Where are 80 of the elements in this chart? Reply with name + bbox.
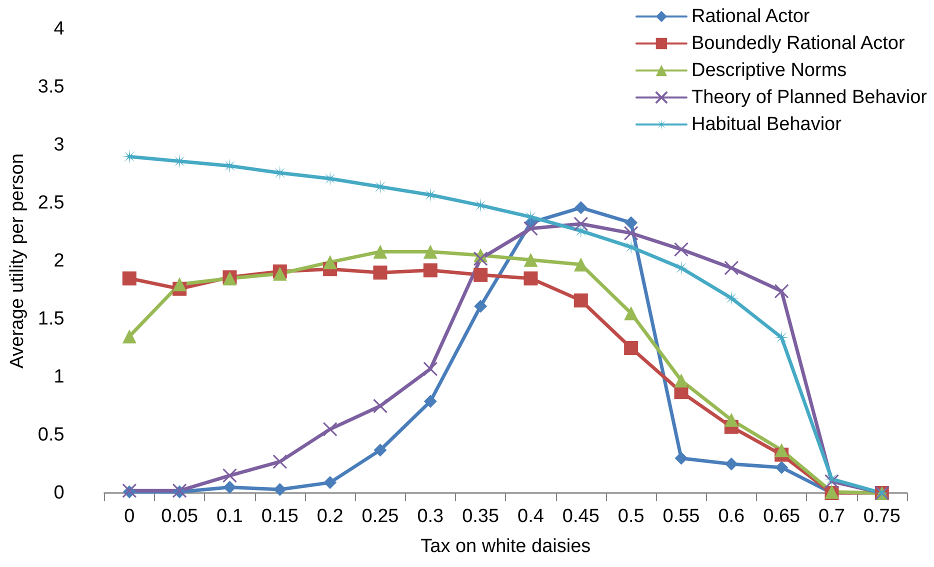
point <box>724 290 739 306</box>
x-tick-label: 0.3 <box>417 506 444 527</box>
point <box>272 454 288 469</box>
y-tick-label: 2.5 <box>38 192 64 214</box>
point <box>775 460 788 474</box>
point <box>473 251 488 266</box>
point <box>373 244 388 259</box>
x-tick-label: 0.65 <box>763 506 800 527</box>
point <box>272 266 287 281</box>
x-tick-label: 0.05 <box>161 506 198 527</box>
point <box>324 476 337 490</box>
x-axis-title: Tax on white daisies <box>420 536 591 557</box>
y-tick-label: 2 <box>54 250 64 272</box>
point <box>674 373 688 388</box>
point <box>223 480 236 494</box>
x-tick-label: 0.6 <box>718 506 745 527</box>
x-tick-label: 0.1 <box>216 506 243 527</box>
point <box>624 306 638 320</box>
point <box>474 300 488 313</box>
point <box>724 458 738 470</box>
legend-label: Habitual Behavior <box>691 114 842 135</box>
x-tick-label: 0.7 <box>818 506 845 527</box>
y-tick-label: 3 <box>54 134 64 156</box>
point <box>674 242 689 257</box>
point <box>624 216 638 230</box>
x-tick-label: 0.75 <box>863 506 900 527</box>
point <box>423 244 438 259</box>
x-tick-label: 0 <box>124 506 135 527</box>
x-tick-label: 0.45 <box>562 506 600 527</box>
point <box>222 468 238 483</box>
point <box>674 452 688 465</box>
x-tick-label: 0.35 <box>462 506 500 527</box>
point <box>172 277 187 292</box>
legend-label: Descriptive Norms <box>691 60 847 81</box>
point <box>523 221 538 236</box>
point <box>122 271 136 286</box>
point <box>624 226 638 240</box>
point <box>574 257 588 272</box>
point <box>774 443 789 458</box>
point <box>574 293 588 308</box>
point <box>273 483 286 496</box>
point <box>474 268 488 282</box>
legend-label: Boundedly Rational Actor <box>691 33 906 54</box>
point <box>624 240 639 255</box>
point <box>674 260 689 276</box>
legend-label: Rational Actor <box>691 6 810 27</box>
x-tick-label: 0.5 <box>618 506 644 527</box>
y-tick-label: 3.5 <box>38 76 64 98</box>
point <box>423 362 438 376</box>
point <box>423 263 438 278</box>
point <box>574 201 588 214</box>
point <box>724 412 738 427</box>
point <box>573 223 588 238</box>
point <box>774 330 790 346</box>
point <box>724 260 739 276</box>
y-tick-label: 1.5 <box>38 308 64 330</box>
point <box>424 394 437 408</box>
x-tick-label: 0.55 <box>662 506 700 527</box>
point <box>323 255 338 270</box>
point <box>374 444 387 457</box>
point <box>774 284 789 298</box>
x-tick-label: 0.25 <box>362 506 399 527</box>
point <box>122 329 136 344</box>
x-tick-label: 0.15 <box>261 506 298 527</box>
point <box>322 422 338 436</box>
y-tick-label: 4 <box>54 18 65 40</box>
y-tick-label: 1 <box>54 366 64 388</box>
x-tick-label: 0.2 <box>316 506 344 527</box>
point <box>524 271 538 286</box>
point <box>624 341 638 355</box>
point <box>473 198 488 213</box>
x-tick-label: 0.4 <box>518 506 544 527</box>
point <box>372 398 388 414</box>
y-tick-label: 0 <box>54 482 64 504</box>
point <box>524 252 538 267</box>
y-tick-label: 0.5 <box>38 424 64 446</box>
legend-label: Theory of Planned Behavior <box>691 87 928 108</box>
point <box>373 266 388 280</box>
y-axis-title: Average utility per person <box>7 153 28 369</box>
point <box>574 216 588 232</box>
